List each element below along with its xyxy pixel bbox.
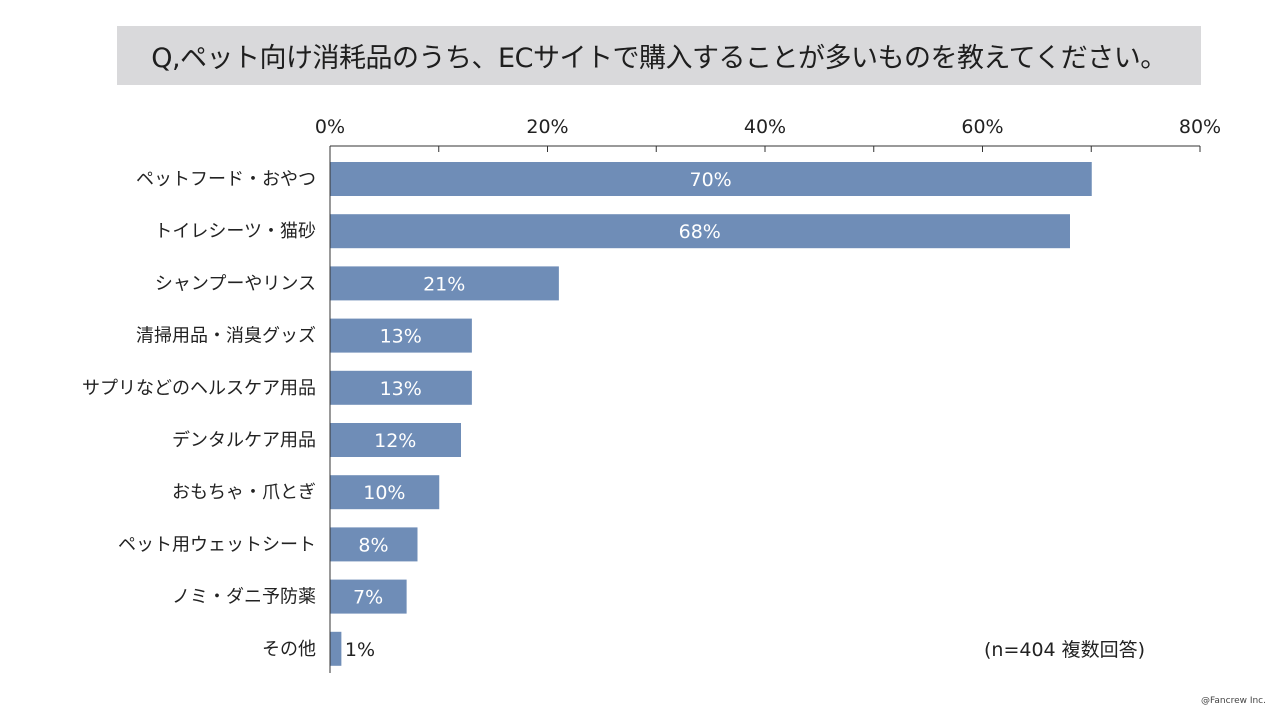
data-label: 68% (679, 221, 721, 243)
bar (330, 631, 342, 666)
bar (330, 579, 407, 614)
x-tick-label: 80% (1179, 116, 1221, 138)
category-label: ノミ・ダニ予防薬 (172, 587, 316, 608)
category-label: 清掃用品・消臭グッズ (136, 326, 316, 347)
sample-note: (n=404 複数回答) (984, 639, 1146, 661)
category-label: シャンプーやリンス (155, 273, 316, 294)
x-tick-label: 60% (961, 116, 1003, 138)
x-tick-label: 40% (744, 116, 786, 138)
bar (330, 318, 472, 353)
data-label: 12% (374, 430, 416, 452)
bar (330, 527, 418, 562)
chart-title: Q,ペット向け消耗品のうち、ECサイトで購入することが多いものを教えてください。 (151, 43, 1167, 74)
data-label: 8% (358, 534, 388, 556)
category-label: ペットフード・おやつ (136, 169, 316, 190)
bar (330, 475, 440, 510)
category-label: ペット用ウェットシート (118, 534, 316, 555)
bar (330, 370, 472, 405)
category-label: その他 (262, 639, 316, 660)
title-band: Q,ペット向け消耗品のうち、ECサイトで購入することが多いものを教えてください。 (117, 26, 1201, 85)
category-label: トイレシーツ・猫砂 (154, 221, 316, 242)
copyright-text: @Fancrew Inc. (1201, 696, 1266, 706)
data-label: 13% (380, 326, 422, 348)
category-label: デンタルケア用品 (172, 430, 316, 451)
data-label: 1% (345, 639, 375, 661)
data-label: 21% (423, 273, 465, 295)
data-label: 13% (380, 378, 422, 400)
category-label: おもちゃ・爪とぎ (172, 482, 316, 503)
category-label: サプリなどのヘルスケア用品 (82, 378, 316, 399)
x-tick-label: 20% (526, 116, 568, 138)
bar (330, 162, 1092, 196)
data-label: 10% (363, 482, 405, 504)
data-label: 70% (690, 169, 732, 191)
x-tick-label: 0% (315, 116, 345, 138)
data-label: 7% (353, 587, 383, 609)
bar (330, 423, 461, 457)
bar (330, 214, 1070, 249)
bar (330, 266, 559, 301)
